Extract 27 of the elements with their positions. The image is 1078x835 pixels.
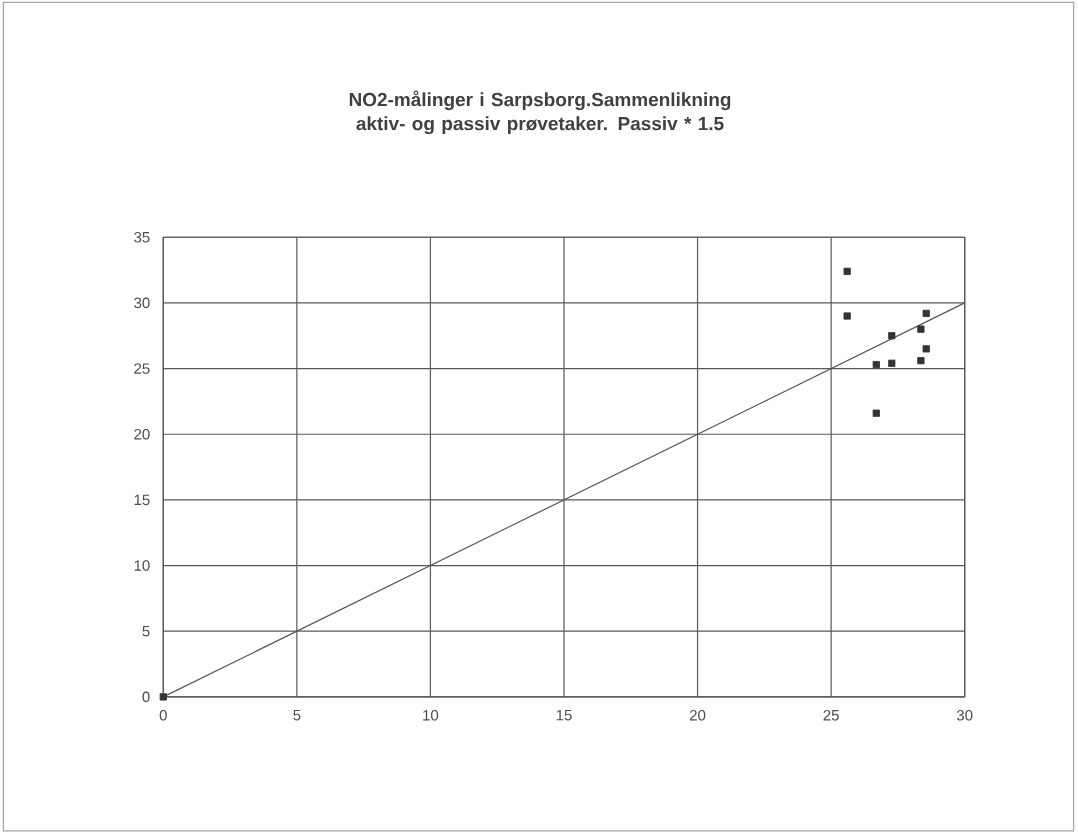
point bbox=[872, 360, 880, 369]
x-tick-label: 25 bbox=[823, 709, 839, 721]
y-tick-label: 5 bbox=[142, 625, 150, 637]
y-tick-label: 20 bbox=[134, 428, 150, 440]
y-tick-label: 0 bbox=[142, 691, 150, 703]
point bbox=[159, 693, 167, 701]
point bbox=[843, 267, 851, 275]
x-tick-label: 10 bbox=[423, 709, 439, 721]
point bbox=[922, 345, 930, 353]
y-tick-label: 15 bbox=[134, 494, 150, 506]
point bbox=[917, 356, 925, 365]
point bbox=[917, 325, 925, 333]
x-tick-label: 15 bbox=[556, 709, 572, 721]
y-tick-label: 35 bbox=[134, 231, 150, 243]
point bbox=[922, 309, 930, 317]
y-tick-label: 10 bbox=[134, 560, 150, 571]
point bbox=[872, 409, 880, 417]
chart-title: NO2-målinger i Sarpsborg.Sammenlikning aktiv- og passiv prøvetaker. Passiv * 1.5 bbox=[349, 90, 731, 135]
point bbox=[843, 312, 851, 320]
x-tick-label: 30 bbox=[956, 709, 973, 721]
x-tick-label: 5 bbox=[293, 709, 301, 721]
x-tick-label: 0 bbox=[159, 709, 167, 721]
point bbox=[888, 332, 896, 340]
point bbox=[888, 359, 896, 367]
x-tick-label: 20 bbox=[689, 709, 706, 721]
y-tick-label: 30 bbox=[134, 297, 150, 309]
y-tick-label: 25 bbox=[134, 363, 150, 374]
